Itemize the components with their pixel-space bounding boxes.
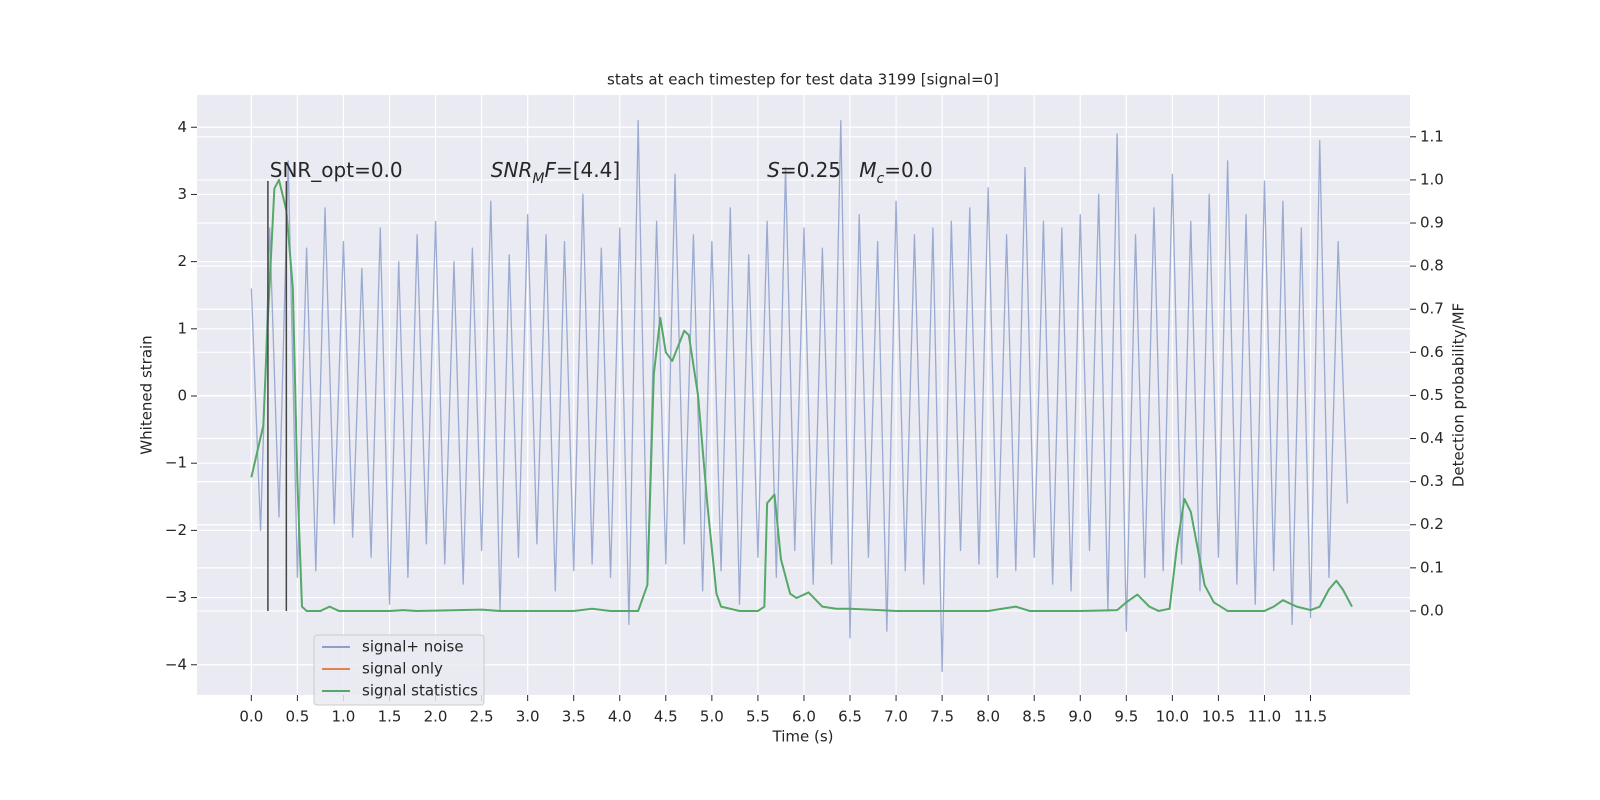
annotation-part: =0.25 bbox=[780, 157, 841, 181]
x-tick-label: 9.0 bbox=[1068, 708, 1092, 726]
annotation-part: M bbox=[532, 171, 544, 187]
annotation-part: c bbox=[876, 171, 884, 187]
annotation: Mc=0.0 bbox=[859, 157, 933, 187]
annotation-part: SNR_opt=0.0 bbox=[270, 157, 403, 181]
x-tick-label: 4.0 bbox=[608, 708, 632, 726]
legend-label: signal only bbox=[362, 660, 443, 678]
x-tick-label: 8.5 bbox=[1022, 708, 1046, 726]
y2-axis-label: Detection probability/MF bbox=[1450, 303, 1468, 487]
x-tick-label: 3.5 bbox=[562, 708, 586, 726]
series-line bbox=[250, 119, 1349, 673]
x-axis-label: Time (s) bbox=[772, 728, 834, 746]
chart-title: stats at each timestep for test data 319… bbox=[607, 71, 999, 89]
annotation-part: S bbox=[767, 157, 780, 181]
x-tick-label: 8.0 bbox=[976, 708, 1000, 726]
y-tick-label: −3 bbox=[165, 588, 187, 606]
x-tick-label: 7.5 bbox=[930, 708, 954, 726]
annotation-part: SNR bbox=[491, 157, 533, 181]
x-tick-label: 1.5 bbox=[378, 708, 402, 726]
y-tick-label: 2 bbox=[177, 252, 187, 270]
legend: signal+ noise signal only signal statistic… bbox=[313, 634, 485, 706]
y2-tick-label: 0.6 bbox=[1420, 343, 1444, 361]
x-tick-label: 2.0 bbox=[424, 708, 448, 726]
y-tick-label: 3 bbox=[177, 185, 187, 203]
legend-box bbox=[313, 634, 485, 706]
y2-tick-label: 0.2 bbox=[1420, 515, 1444, 533]
x-tick-label: 10.0 bbox=[1156, 708, 1189, 726]
x-tick-label: 6.0 bbox=[792, 708, 816, 726]
x-tick-label: 2.5 bbox=[470, 708, 494, 726]
x-tick-label: 4.5 bbox=[654, 708, 678, 726]
y-tick-label: −1 bbox=[165, 454, 187, 472]
x-tick-label: 6.5 bbox=[838, 708, 862, 726]
annotation-part: M bbox=[859, 157, 876, 181]
x-tick-label: 5.0 bbox=[700, 708, 724, 726]
annotation-part: =[4.4] bbox=[556, 157, 620, 181]
y-tick-label: −2 bbox=[165, 521, 187, 539]
x-tick-label: 5.5 bbox=[746, 708, 770, 726]
y2-tick-label: 0.8 bbox=[1420, 257, 1444, 275]
x-tick-label: 3.0 bbox=[516, 708, 540, 726]
annotation: SNR_opt=0.0 bbox=[270, 157, 403, 181]
y2-tick-label: 0.9 bbox=[1420, 214, 1444, 232]
annotation: S=0.25 bbox=[767, 157, 841, 181]
legend-label: signal statistics bbox=[362, 682, 478, 700]
annotation: SNRMF=[4.4] bbox=[491, 157, 620, 187]
x-tick-label: 0.0 bbox=[239, 708, 263, 726]
x-tick-label: 0.5 bbox=[285, 708, 309, 726]
annotation-part: =0.0 bbox=[884, 157, 933, 181]
x-tick-label: 1.0 bbox=[332, 708, 356, 726]
y2-tick-label: 1.1 bbox=[1420, 127, 1444, 145]
y2-tick-label: 0.4 bbox=[1420, 429, 1444, 447]
y2-tick-label: 0.1 bbox=[1420, 558, 1444, 576]
series-line bbox=[250, 178, 1353, 612]
x-tick-label: 9.5 bbox=[1114, 708, 1138, 726]
y2-tick-label: 0.7 bbox=[1420, 300, 1444, 318]
y-tick-label: 1 bbox=[177, 319, 187, 337]
legend-label: signal+ noise bbox=[362, 638, 464, 656]
y-tick-label: 4 bbox=[177, 118, 187, 136]
x-tick-label: 7.0 bbox=[884, 708, 908, 726]
x-tick-label: 11.5 bbox=[1294, 708, 1327, 726]
annotation-part: F bbox=[544, 157, 556, 181]
y2-tick-label: 1.0 bbox=[1420, 170, 1444, 188]
y2-tick-label: 0.0 bbox=[1420, 601, 1444, 619]
y-axis-label: Whitened strain bbox=[138, 335, 156, 454]
y-tick-label: 0 bbox=[177, 387, 187, 405]
x-tick-label: 10.5 bbox=[1202, 708, 1235, 726]
x-tick-label: 11.0 bbox=[1248, 708, 1281, 726]
y2-tick-label: 0.3 bbox=[1420, 472, 1444, 490]
y2-tick-label: 0.5 bbox=[1420, 386, 1444, 404]
y-tick-label: −4 bbox=[165, 655, 187, 673]
